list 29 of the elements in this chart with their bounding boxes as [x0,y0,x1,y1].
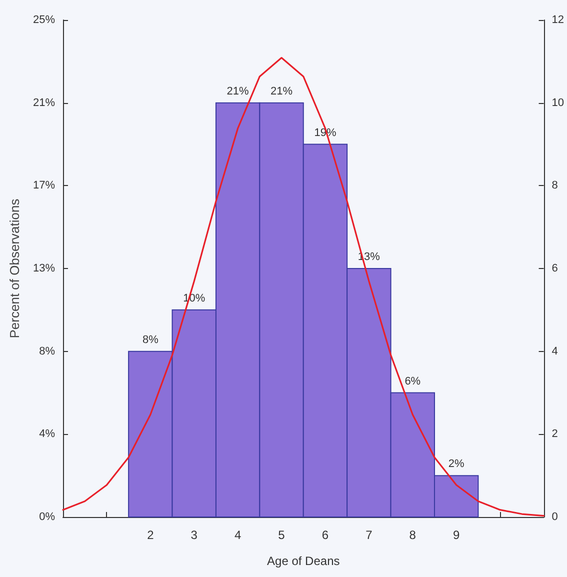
y2-tick-label: 2 [552,428,558,440]
data-label: 21% [226,85,250,98]
x-tick-label: 9 [453,528,460,542]
y2-tick-label: 6 [552,262,558,274]
x-tick-label: 8 [409,528,416,542]
y-tick-label: 4% [39,428,56,440]
data-label: 8% [142,334,159,346]
data-label: 21% [270,85,293,98]
y2-tick-label: 4 [552,345,558,358]
y-tick-label: 25% [32,14,56,26]
y2-tick-label: 8 [552,180,558,192]
x-tick-label: 2 [147,528,154,542]
y-tick-label: 21% [32,96,56,109]
data-label: 2% [448,458,465,470]
x-axis-title: Age of Deans [267,554,340,568]
y2-tick-label: 10 [552,96,564,109]
x-tick-label: 4 [234,528,242,542]
x-tick-label: 6 [322,528,329,542]
x-tick-label: 3 [190,528,198,542]
x-tick-label: 7 [366,528,373,542]
y-axis-title: Percent of Observations [7,198,22,338]
y-tick-label: 13% [32,262,56,274]
y-tick-label: 17% [32,180,56,192]
x-tick-label: 5 [278,528,286,542]
data-label: 6% [404,375,421,388]
y-tick-label: 0% [39,511,56,523]
y2-tick-label: 12 [552,14,564,26]
y2-tick-label: 0 [552,511,558,523]
y-tick-label: 8% [39,345,56,358]
